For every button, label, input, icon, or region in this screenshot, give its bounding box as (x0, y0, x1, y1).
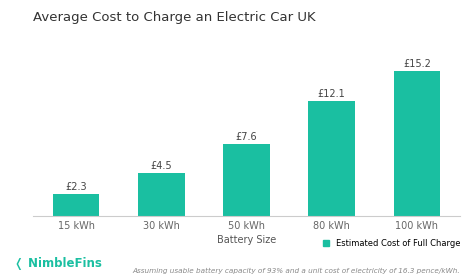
Bar (393, 71, 440, 216)
Text: £15.2: £15.2 (403, 59, 431, 69)
Legend: Estimated Cost of Full Charge: Estimated Cost of Full Charge (322, 239, 460, 248)
Bar (308, 101, 355, 216)
Text: Average Cost to Charge an Electric Car UK: Average Cost to Charge an Electric Car U… (33, 11, 316, 24)
Text: £4.5: £4.5 (150, 161, 172, 171)
Text: £2.3: £2.3 (65, 182, 87, 192)
X-axis label: Battery Size: Battery Size (217, 235, 276, 245)
Text: Assuming usable battery capacity of 93% and a unit cost of electricity of 16.3 p: Assuming usable battery capacity of 93% … (132, 268, 460, 274)
Text: £7.6: £7.6 (236, 132, 257, 142)
Text: £12.1: £12.1 (318, 89, 346, 99)
Bar (53, 194, 100, 216)
Bar (223, 143, 270, 216)
Bar (138, 173, 185, 216)
Text: ❬ NimbleFins: ❬ NimbleFins (14, 257, 102, 270)
